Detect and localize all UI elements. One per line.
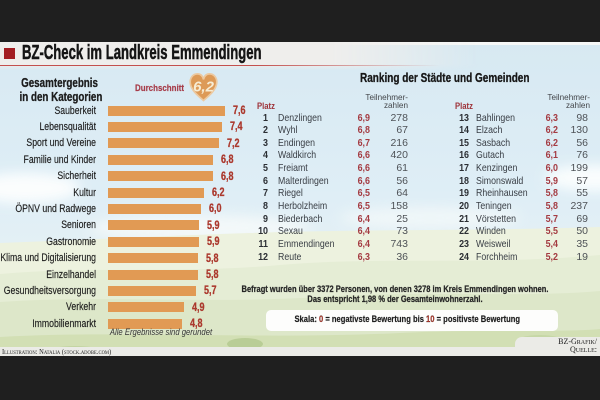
svg-text:6,2: 6,2 — [193, 79, 215, 96]
